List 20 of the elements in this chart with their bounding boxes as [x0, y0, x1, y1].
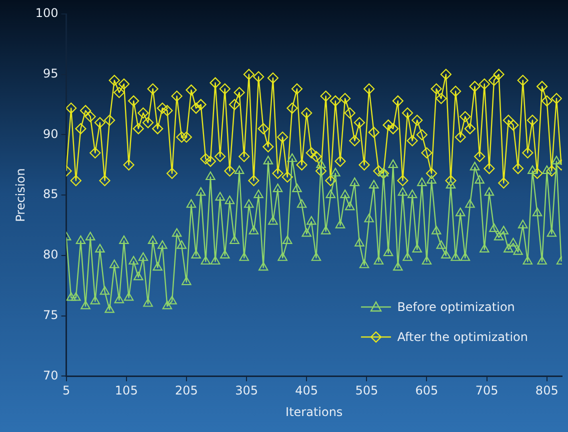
y-tick-label: 90 — [43, 126, 58, 141]
x-axis-title: Iterations — [286, 404, 343, 419]
y-tick-label: 75 — [43, 308, 58, 322]
legend-label: After the optimization — [397, 330, 528, 344]
y-tick-label: 70 — [43, 368, 58, 382]
y-tick-label: 85 — [43, 187, 58, 202]
y-tick-label: 80 — [43, 248, 58, 262]
y-tick-label: 95 — [43, 66, 58, 80]
x-tick-label: 705 — [475, 384, 498, 398]
x-tick-label: 5 — [62, 384, 70, 398]
x-tick-label: 805 — [535, 384, 558, 398]
x-tick-label: 605 — [415, 384, 438, 398]
x-tick-label: 505 — [355, 384, 378, 398]
x-tick-label: 305 — [235, 384, 258, 398]
x-tick-label: 405 — [295, 384, 318, 398]
y-axis-title: Precision — [13, 168, 28, 222]
legend-label: Before optimization — [397, 300, 515, 314]
x-tick-label: 205 — [174, 384, 198, 398]
x-tick-label: 105 — [114, 384, 138, 398]
y-tick-label: 100 — [35, 6, 58, 20]
